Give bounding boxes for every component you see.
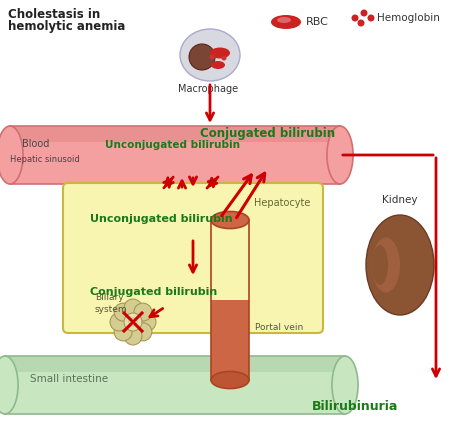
Text: Hepatocyte: Hepatocyte — [254, 198, 310, 208]
Text: Cholestasis in: Cholestasis in — [8, 8, 100, 21]
Text: Hepatic sinusoid: Hepatic sinusoid — [10, 155, 80, 164]
Text: Blood: Blood — [22, 139, 49, 149]
Circle shape — [124, 327, 142, 345]
Circle shape — [221, 56, 227, 60]
Circle shape — [352, 15, 358, 21]
Ellipse shape — [327, 126, 353, 184]
Bar — [10, 126, 340, 142]
Circle shape — [138, 313, 156, 331]
Ellipse shape — [210, 48, 230, 59]
Text: system: system — [95, 305, 128, 314]
Circle shape — [367, 15, 374, 21]
Ellipse shape — [211, 372, 249, 389]
Text: Unconjugated bilirubin: Unconjugated bilirubin — [105, 140, 240, 150]
Text: hemolytic anemia: hemolytic anemia — [8, 20, 126, 33]
Ellipse shape — [189, 44, 215, 70]
Circle shape — [124, 313, 142, 331]
Ellipse shape — [271, 15, 301, 29]
Circle shape — [124, 299, 142, 317]
Circle shape — [134, 323, 152, 341]
Ellipse shape — [211, 61, 225, 69]
Ellipse shape — [211, 211, 249, 229]
Ellipse shape — [277, 17, 291, 23]
Circle shape — [114, 303, 132, 321]
Circle shape — [357, 20, 365, 27]
Ellipse shape — [0, 356, 18, 414]
Ellipse shape — [372, 245, 388, 285]
Text: Portal vein: Portal vein — [255, 323, 303, 332]
Circle shape — [361, 9, 367, 17]
Bar — [5, 356, 345, 414]
Ellipse shape — [180, 29, 240, 81]
Bar — [211, 300, 249, 380]
Text: Small intestine: Small intestine — [30, 374, 108, 384]
Text: Unconjugated bilirubin: Unconjugated bilirubin — [90, 214, 233, 224]
Text: Macrophage: Macrophage — [178, 84, 238, 94]
Circle shape — [114, 323, 132, 341]
Circle shape — [110, 313, 128, 331]
Text: Bilirubinuria: Bilirubinuria — [312, 400, 398, 413]
Circle shape — [134, 303, 152, 321]
Text: Conjugated bilirubin: Conjugated bilirubin — [90, 287, 217, 297]
Bar — [5, 356, 345, 372]
Text: Conjugated bilirubin: Conjugated bilirubin — [200, 127, 335, 140]
Text: Hemoglobin: Hemoglobin — [377, 13, 440, 23]
Ellipse shape — [0, 126, 23, 184]
Ellipse shape — [372, 238, 400, 292]
Bar — [10, 126, 340, 184]
Ellipse shape — [366, 215, 434, 315]
Circle shape — [129, 318, 137, 326]
Circle shape — [210, 54, 215, 59]
Text: Kidney: Kidney — [382, 195, 418, 205]
FancyBboxPatch shape — [63, 183, 323, 333]
Text: RBC: RBC — [306, 17, 329, 27]
Text: Biliary: Biliary — [95, 293, 124, 302]
Ellipse shape — [332, 356, 358, 414]
